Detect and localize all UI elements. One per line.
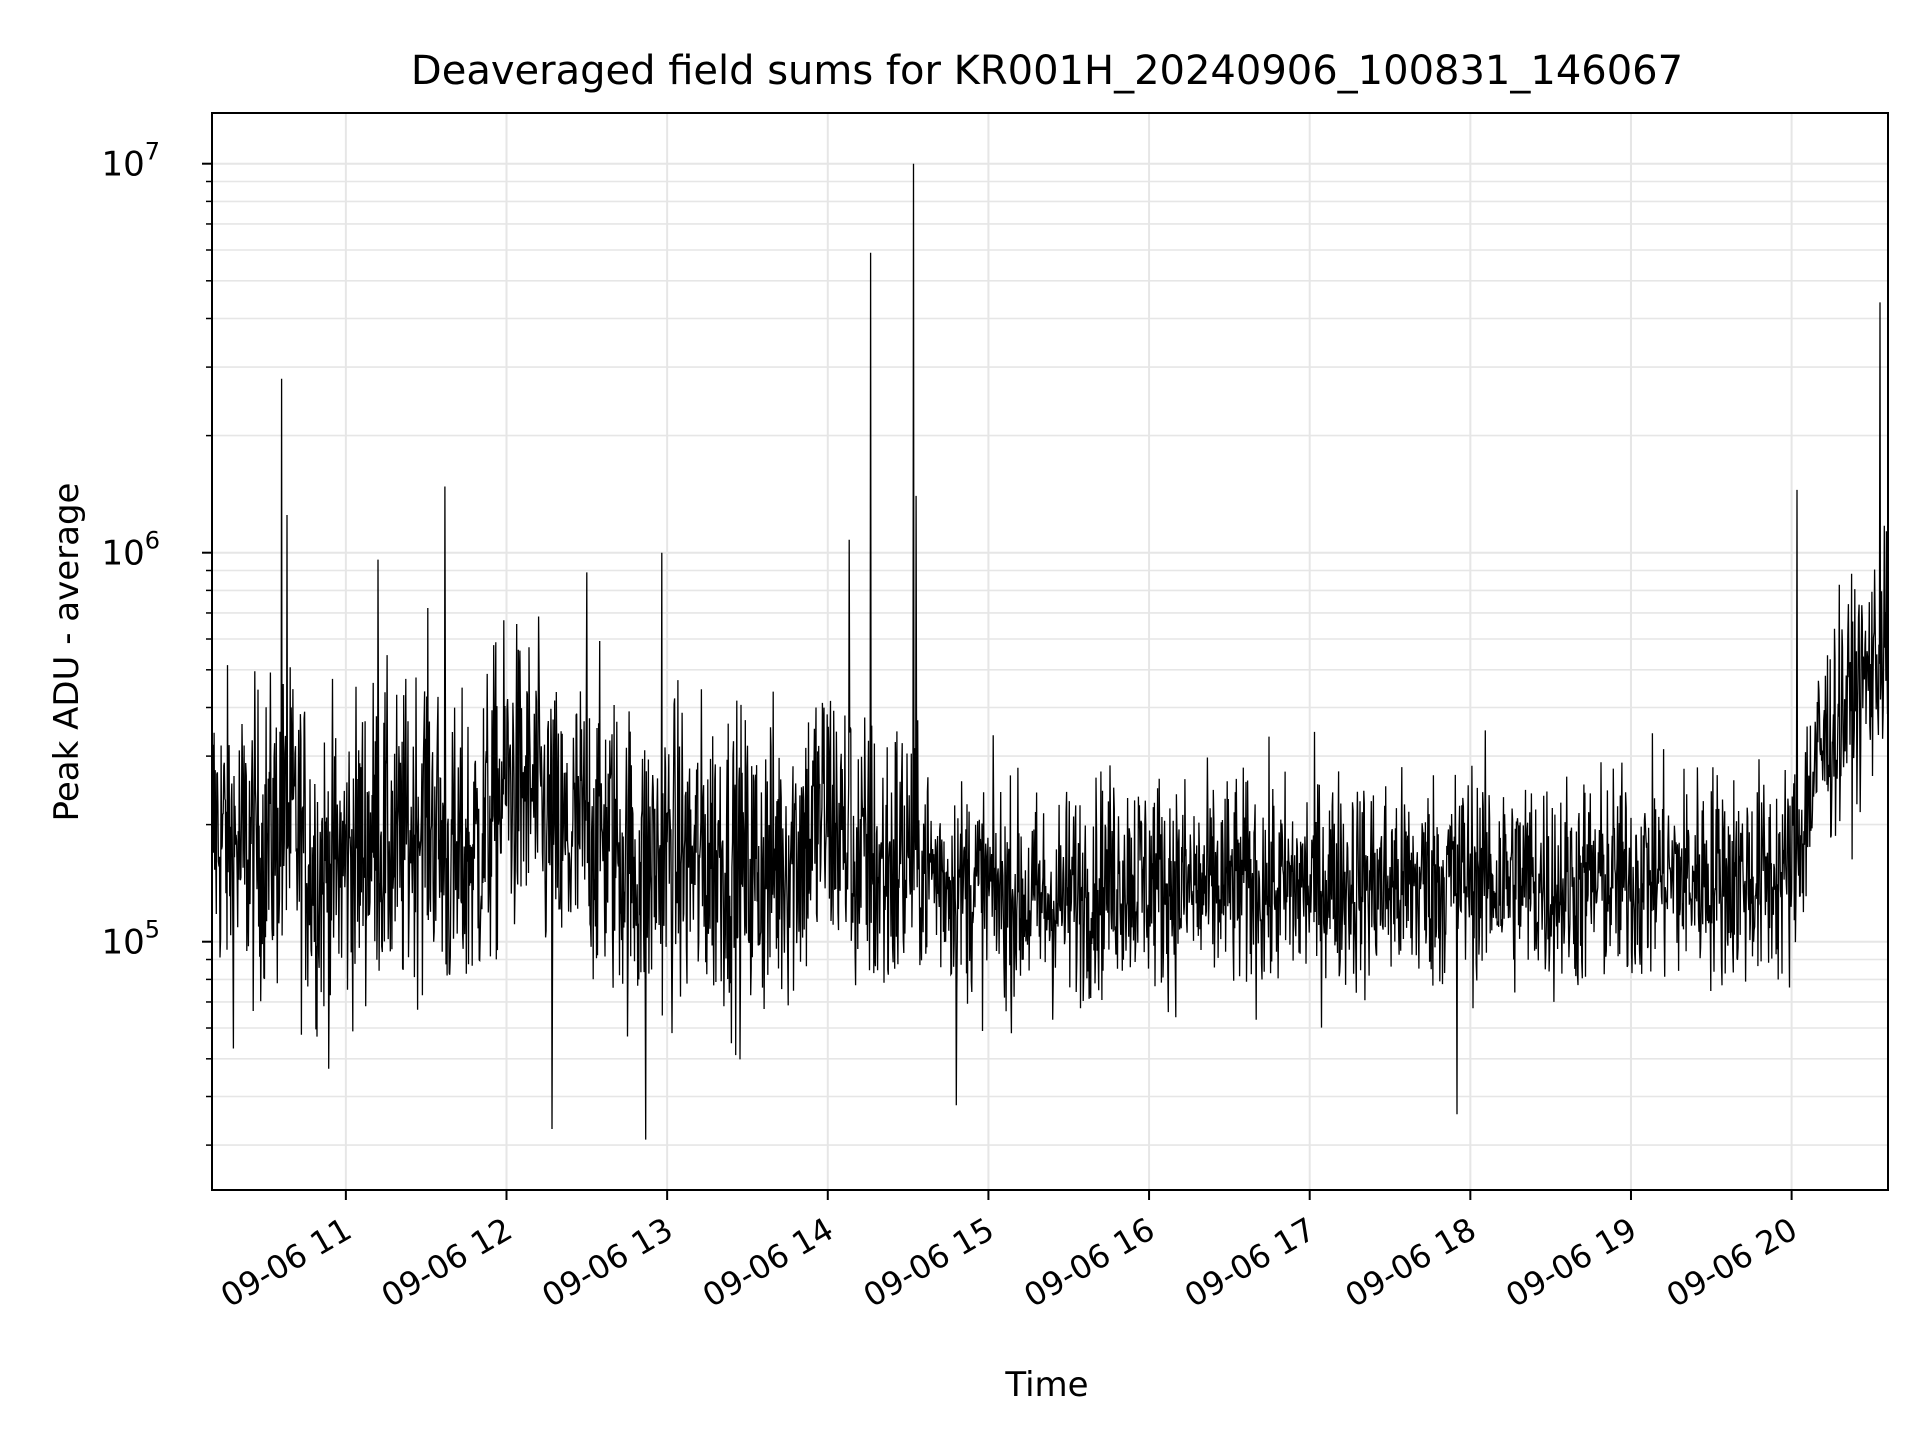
y-tick-label: 105 — [101, 916, 160, 963]
grid-lines — [212, 113, 1888, 1190]
y-tick-label: 106 — [101, 527, 160, 574]
chart-title: Deaveraged field sums for KR001H_2024090… — [411, 48, 1683, 94]
y-tick-label: 107 — [101, 138, 160, 185]
x-axis-label: Time — [1004, 1365, 1088, 1405]
y-axis-ticks: 105 106 107 — [101, 138, 212, 1146]
y-axis-label: Peak ADU - average — [47, 483, 87, 822]
plot-frame — [211, 112, 1889, 1191]
series-line — [211, 163, 1889, 1140]
data-series — [211, 163, 1889, 1140]
